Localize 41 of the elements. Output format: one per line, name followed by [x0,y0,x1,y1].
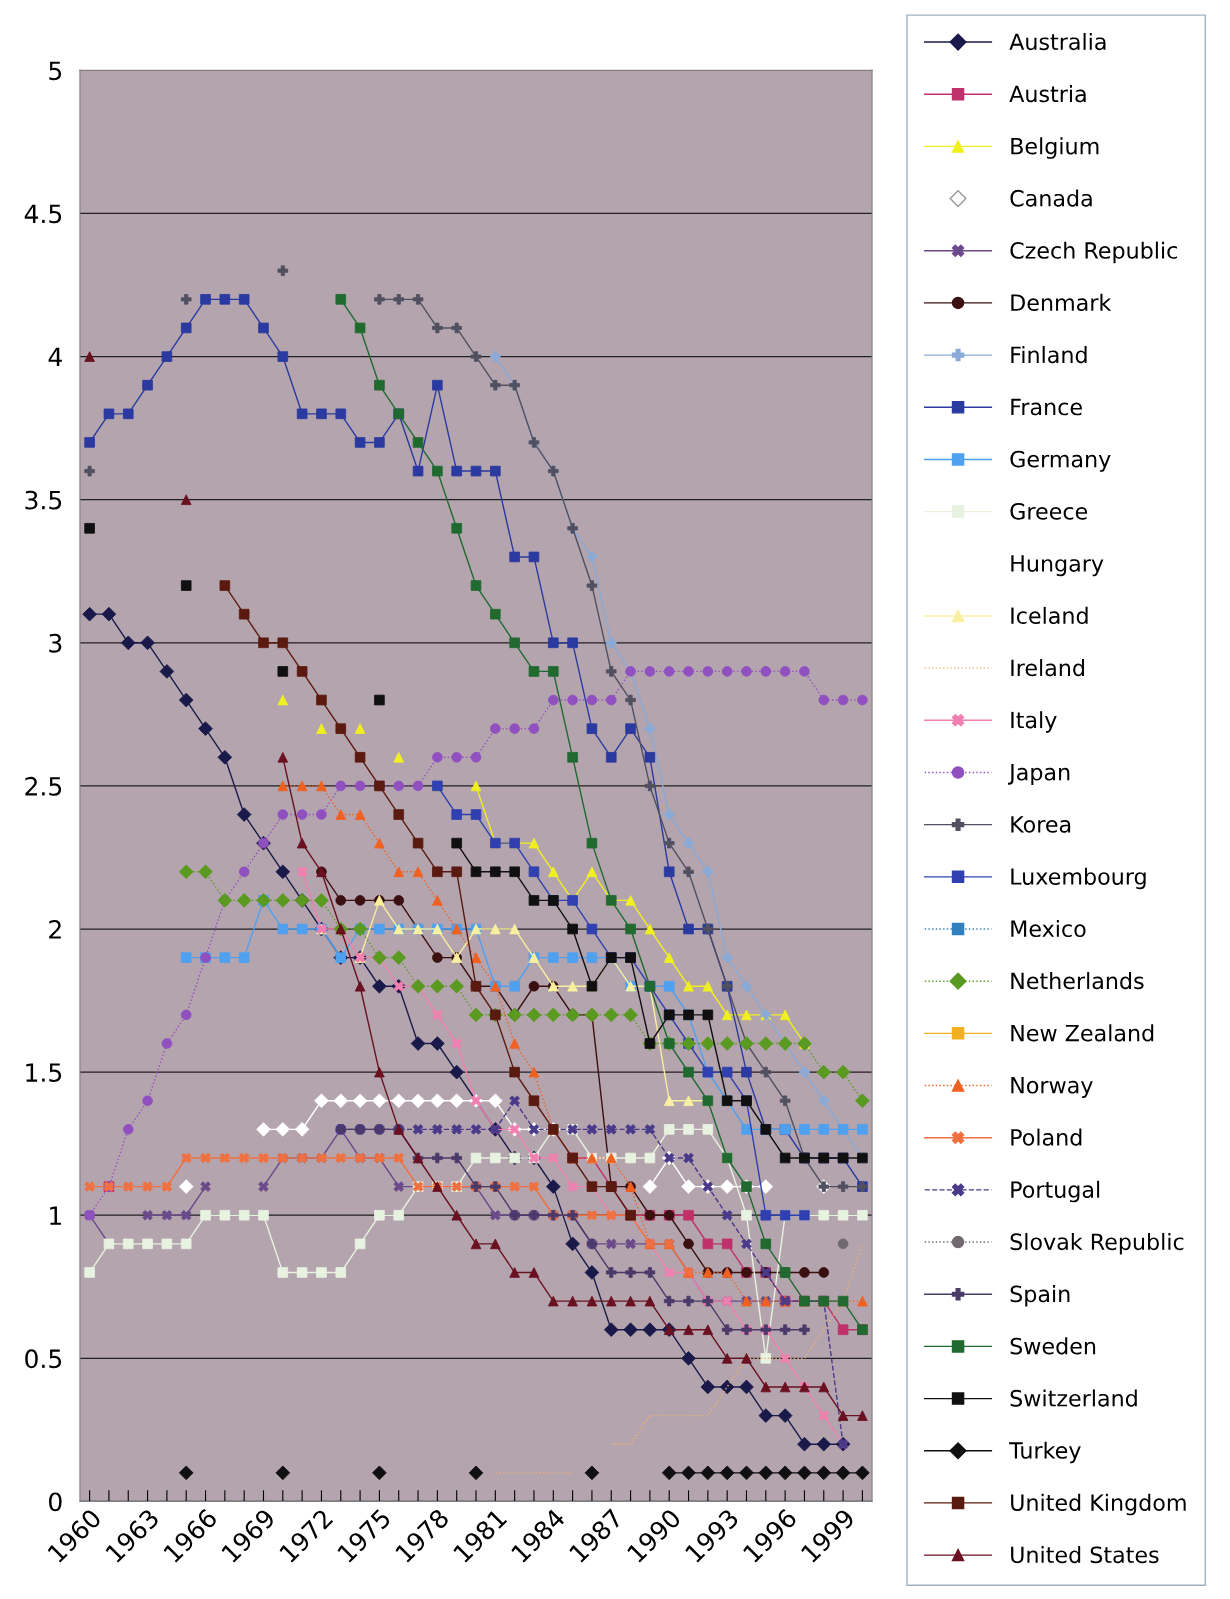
legend-label: United Kingdom [1011,1493,1186,1516]
legend-label: Ireland [1011,659,1084,677]
legend-label: Switzerland [1010,1389,1137,1407]
y-tick-label: 4.5 [24,204,62,224]
legend-label: Belgium [1011,137,1099,159]
y-tick-label: 1.5 [26,1063,62,1082]
legend-label: United States [1011,1545,1159,1564]
legend-label: Finland [1011,345,1087,364]
legend-label: Austria [1009,85,1086,103]
legend-label: Sweden [1010,1337,1096,1355]
legend-label: New Zealand [1011,1024,1154,1042]
legend-label: Portugal [1011,1180,1100,1203]
legend-label: Italy [1011,711,1057,733]
legend-label: Denmark [1011,293,1112,312]
legend-label: Mexico [1011,919,1086,938]
legend-label: Greece [1010,502,1088,520]
legend-label: Iceland [1011,606,1088,625]
y-tick-label: 2.5 [25,776,62,796]
text: Hungary [1011,555,1104,577]
legend-label: Spain [1010,1285,1070,1307]
y-tick-label: 1 [50,1206,61,1225]
legend-label: Korea [1011,816,1071,833]
legend-label: Australia [1009,32,1106,51]
legend-label: Canada [1010,189,1092,207]
legend-label: Poland [1011,1128,1082,1146]
legend-label: Japan [1008,764,1070,785]
y-tick-label: 5 [49,61,62,81]
y-tick-label: 2 [49,919,61,939]
legend-label: Slovak Republic [1010,1232,1184,1255]
legend-label: Luxembourg [1011,867,1146,890]
legend-label: Norway [1011,1077,1093,1098]
legend-label: Germany [1010,450,1111,472]
legend-label: Czech Republic [1010,241,1177,264]
legend-label: Turkey [1009,1441,1081,1464]
y-tick-label: 4 [48,347,62,367]
legend-label: Netherlands [1011,972,1144,990]
legend-label: France [1011,398,1082,416]
y-tick-label: 0 [49,1492,62,1512]
y-tick-label: 3.5 [25,490,62,510]
y-tick-label: 3 [49,633,62,653]
y-tick-label: 0.5 [25,1349,62,1369]
